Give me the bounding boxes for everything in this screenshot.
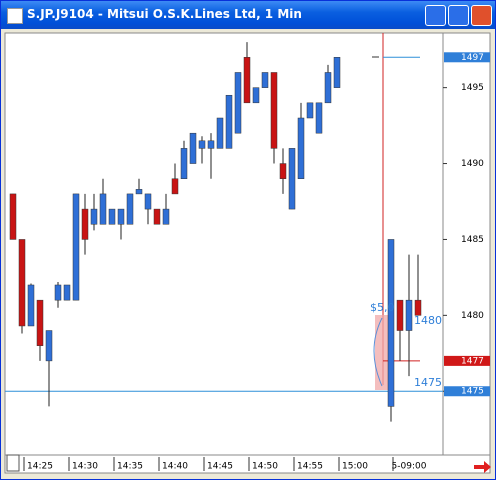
x-tick-label: 14:25	[27, 462, 53, 472]
annotation: 1480	[414, 314, 442, 327]
candle-body	[414, 299, 422, 316]
price-tag	[444, 386, 490, 397]
maximize-button[interactable]	[448, 5, 469, 26]
time-axis	[4, 454, 491, 474]
candle-body	[90, 208, 98, 225]
price-tag	[444, 355, 490, 366]
candle-body	[135, 189, 143, 195]
candle-body	[396, 299, 404, 331]
candle-body	[117, 208, 125, 225]
x-tick-label: 14:40	[162, 462, 188, 472]
candle-body	[279, 163, 287, 179]
candle-body	[36, 299, 44, 346]
annotation: $5,0	[370, 301, 395, 314]
candle-body	[387, 239, 395, 407]
candle-body	[144, 193, 152, 210]
x-tick-label: 14:45	[207, 462, 233, 472]
price-tag	[444, 52, 490, 63]
candle-body	[162, 208, 170, 225]
y-tick-label: 1490	[461, 159, 484, 169]
candle-body	[54, 284, 62, 301]
candle-body	[405, 299, 413, 331]
candle-body	[180, 148, 188, 179]
candle-body	[333, 57, 341, 88]
candle-body	[207, 140, 215, 149]
candle-body	[81, 208, 89, 240]
candle-body	[234, 72, 242, 134]
price-tag-label: 1497	[461, 53, 484, 63]
candle-body	[216, 117, 224, 149]
candle-body	[27, 284, 35, 327]
candle-body	[288, 148, 296, 210]
app-icon	[7, 8, 23, 24]
candle-body	[297, 117, 305, 179]
candle-body	[18, 239, 26, 327]
candle-body	[99, 193, 107, 225]
window-title: S.JP.J9104 - Mitsui O.S.K.Lines Ltd, 1 M…	[27, 7, 302, 21]
candle-body	[252, 87, 260, 104]
close-button[interactable]	[471, 5, 492, 26]
minimize-button[interactable]	[425, 5, 446, 26]
x-tick-label: 15:00	[342, 462, 368, 472]
candle-body	[261, 72, 269, 88]
highlight-box	[375, 315, 391, 390]
x-tick-label: 14:30	[72, 462, 98, 472]
candle-body	[198, 140, 206, 149]
y-tick-label: 1480	[461, 311, 484, 321]
candle-body	[243, 57, 251, 104]
candle-body	[270, 72, 278, 149]
x-tick-label: 14:55	[297, 462, 323, 472]
candle-body	[63, 284, 71, 301]
candle-body	[225, 94, 233, 149]
x-tick-label: 5-09:00	[392, 462, 427, 472]
x-tick-label: 14:50	[252, 462, 278, 472]
price-axis	[442, 32, 491, 456]
title-bar: S.JP.J9104 - Mitsui O.S.K.Lines Ltd, 1 M…	[1, 1, 495, 29]
candle-body	[189, 132, 197, 164]
candle-body	[324, 72, 332, 104]
candle-body	[72, 193, 80, 301]
candle-body	[108, 208, 116, 225]
candle-body	[126, 193, 134, 225]
price-tag-label: 1477	[461, 356, 484, 366]
candle-body	[171, 178, 179, 195]
candle-body	[9, 193, 17, 240]
annotation: 1475	[414, 376, 442, 389]
candle-body	[153, 208, 161, 225]
x-tick-label: 14:35	[117, 462, 143, 472]
highlight-arc	[373, 317, 383, 387]
scroll-right-arrow[interactable]	[474, 461, 491, 473]
price-tag-label: 1475	[461, 387, 484, 397]
candle-body	[45, 330, 53, 362]
y-tick-label: 1495	[461, 83, 484, 93]
y-tick-label: 1485	[461, 235, 484, 245]
scroll-box[interactable]	[6, 454, 20, 472]
candle-body	[306, 102, 314, 119]
candle-body	[315, 102, 323, 134]
